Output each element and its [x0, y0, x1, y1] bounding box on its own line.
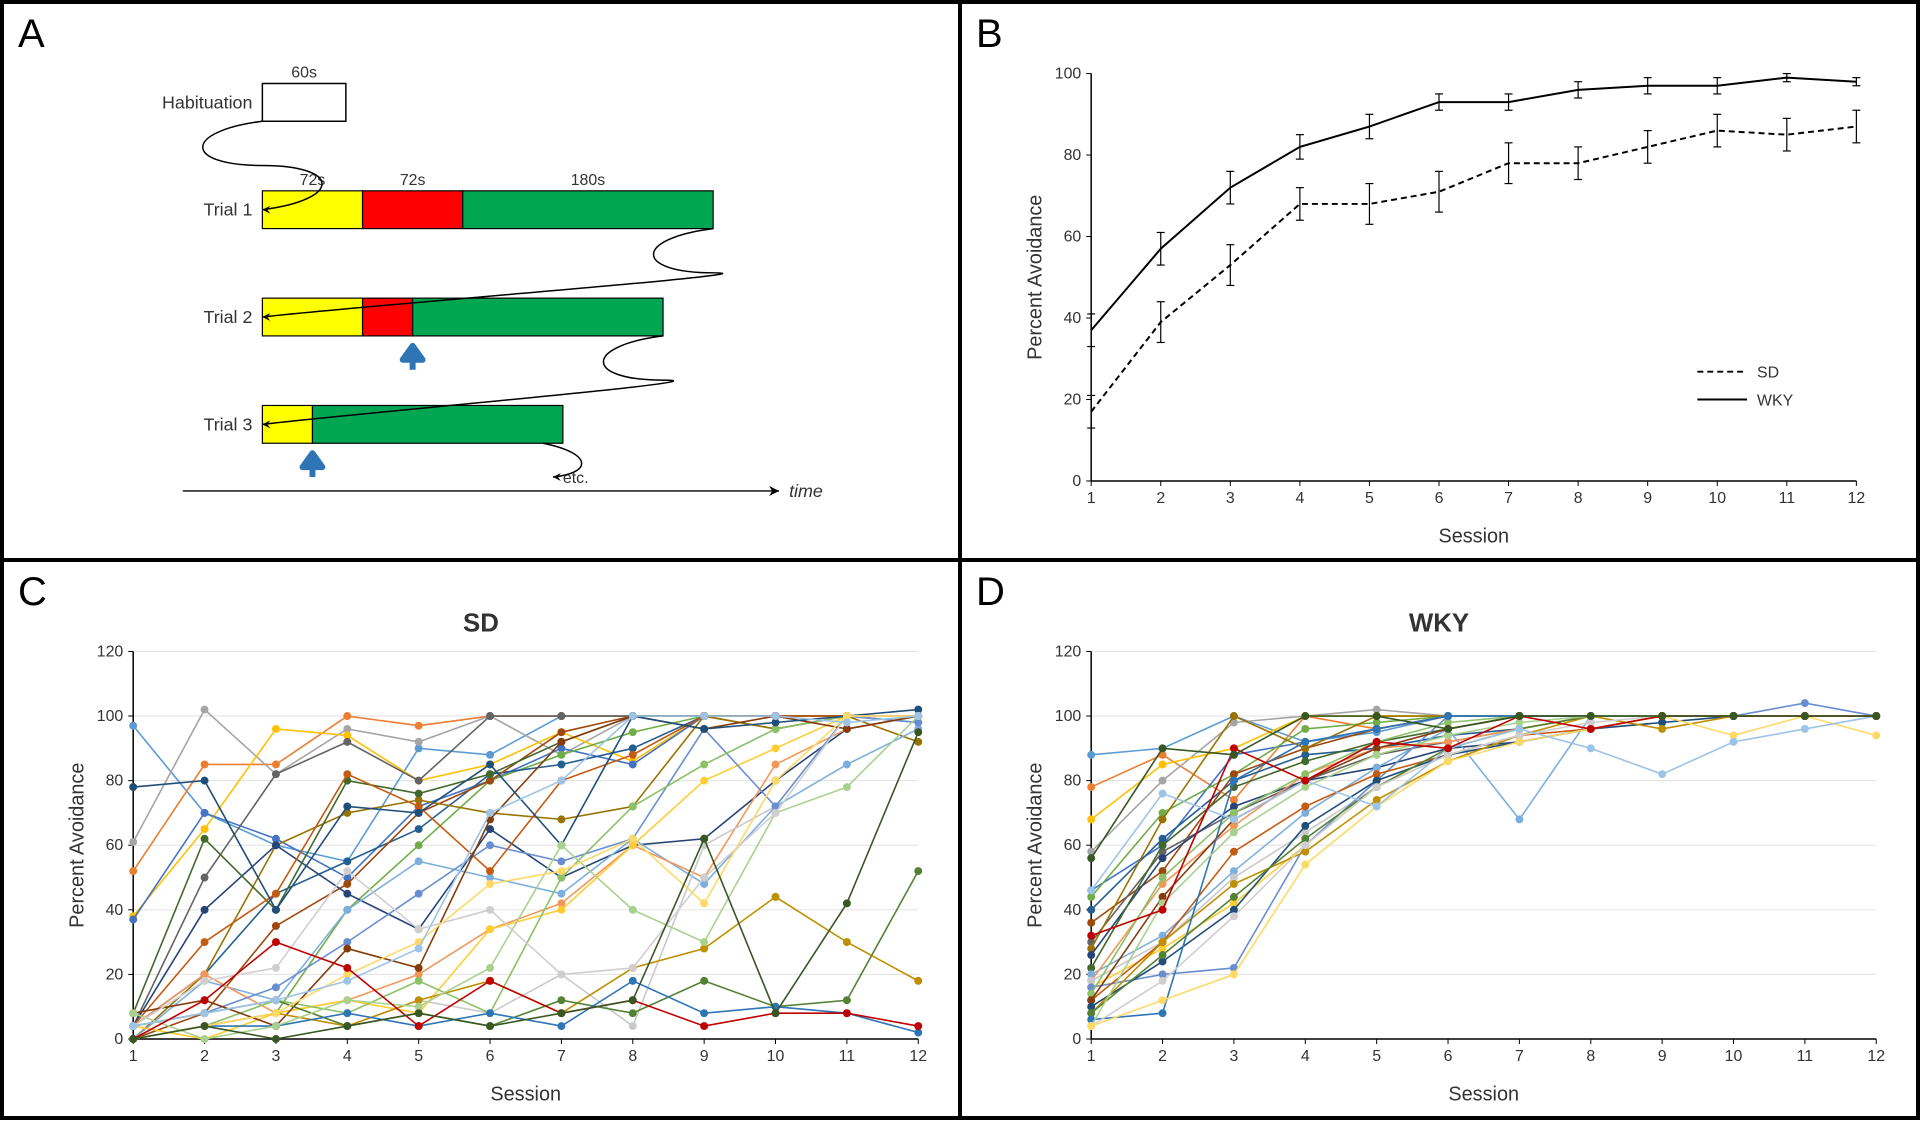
svg-text:4: 4 — [1301, 1048, 1310, 1065]
svg-text:12: 12 — [1848, 490, 1866, 507]
svg-text:Percent Avoidance: Percent Avoidance — [1025, 763, 1047, 928]
svg-text:Percent Avoidance: Percent Avoidance — [1025, 195, 1047, 360]
panel-a-diagram: Habituation60sTrial 172s72s180sTrial 2Tr… — [4, 4, 958, 561]
svg-text:2: 2 — [200, 1048, 209, 1065]
svg-text:time: time — [789, 481, 823, 501]
svg-text:SD: SD — [1757, 365, 1779, 382]
svg-text:11: 11 — [839, 1048, 856, 1065]
svg-text:Trial 3: Trial 3 — [203, 414, 252, 434]
svg-text:11: 11 — [1797, 1048, 1814, 1065]
svg-text:9: 9 — [700, 1048, 709, 1065]
svg-text:etc.: etc. — [563, 470, 589, 487]
svg-text:8: 8 — [1586, 1048, 1595, 1065]
svg-text:4: 4 — [1295, 490, 1304, 507]
svg-text:10: 10 — [1708, 490, 1726, 507]
svg-text:8: 8 — [1574, 490, 1583, 507]
svg-text:Session: Session — [1438, 526, 1509, 548]
svg-text:7: 7 — [1515, 1048, 1524, 1065]
svg-text:100: 100 — [1055, 708, 1082, 725]
svg-text:60: 60 — [106, 837, 124, 854]
svg-text:WKY: WKY — [1757, 392, 1794, 409]
svg-text:40: 40 — [1064, 310, 1082, 327]
svg-text:5: 5 — [1365, 490, 1374, 507]
panel-b: B 020406080100123456789101112SessionPerc… — [960, 2, 1918, 560]
svg-text:3: 3 — [272, 1048, 281, 1065]
svg-text:12: 12 — [909, 1048, 927, 1065]
svg-text:10: 10 — [1725, 1048, 1743, 1065]
svg-text:6: 6 — [486, 1048, 495, 1065]
svg-text:80: 80 — [106, 773, 124, 790]
svg-text:120: 120 — [97, 643, 124, 660]
panel-c-chart: SD020406080100120123456789101112SessionP… — [4, 562, 958, 1119]
svg-text:WKY: WKY — [1409, 610, 1469, 638]
svg-text:80: 80 — [1064, 147, 1082, 164]
svg-text:60s: 60s — [291, 65, 317, 82]
svg-text:Trial 1: Trial 1 — [203, 200, 252, 220]
svg-text:20: 20 — [1064, 391, 1082, 408]
svg-text:5: 5 — [1372, 1048, 1381, 1065]
svg-text:5: 5 — [414, 1048, 423, 1065]
svg-text:180s: 180s — [571, 172, 606, 189]
panel-b-chart: 020406080100123456789101112SessionPercen… — [962, 4, 1916, 561]
svg-text:72s: 72s — [400, 172, 426, 189]
svg-text:Session: Session — [490, 1084, 561, 1106]
svg-text:1: 1 — [1087, 490, 1096, 507]
svg-text:60: 60 — [1064, 229, 1082, 246]
svg-text:10: 10 — [767, 1048, 785, 1065]
svg-text:0: 0 — [1072, 473, 1081, 490]
svg-text:4: 4 — [343, 1048, 352, 1065]
svg-text:7: 7 — [1504, 490, 1513, 507]
svg-text:2: 2 — [1156, 490, 1165, 507]
svg-text:8: 8 — [628, 1048, 637, 1065]
panel-d-chart: WKY020406080100120123456789101112Session… — [962, 562, 1916, 1119]
svg-text:1: 1 — [1087, 1048, 1096, 1065]
svg-text:9: 9 — [1643, 490, 1652, 507]
svg-text:Trial 2: Trial 2 — [203, 307, 252, 327]
svg-text:Habituation: Habituation — [162, 92, 252, 112]
svg-text:Percent Avoidance: Percent Avoidance — [67, 763, 89, 928]
svg-text:0: 0 — [114, 1031, 123, 1048]
svg-text:SD: SD — [463, 610, 499, 638]
svg-text:40: 40 — [1064, 902, 1082, 919]
svg-text:0: 0 — [1072, 1031, 1081, 1048]
svg-text:11: 11 — [1779, 490, 1796, 507]
svg-text:12: 12 — [1867, 1048, 1885, 1065]
svg-text:3: 3 — [1226, 490, 1235, 507]
svg-text:40: 40 — [106, 902, 124, 919]
svg-text:6: 6 — [1435, 490, 1444, 507]
svg-text:Session: Session — [1448, 1084, 1519, 1106]
panel-d: D WKY020406080100120123456789101112Sessi… — [960, 560, 1918, 1118]
figure-grid: A Habituation60sTrial 172s72s180sTrial 2… — [0, 0, 1920, 1120]
svg-text:6: 6 — [1444, 1048, 1453, 1065]
svg-text:60: 60 — [1064, 837, 1082, 854]
svg-text:20: 20 — [106, 966, 124, 983]
svg-text:100: 100 — [97, 708, 124, 725]
svg-text:100: 100 — [1055, 66, 1082, 83]
svg-text:1: 1 — [129, 1048, 138, 1065]
svg-text:80: 80 — [1064, 773, 1082, 790]
svg-text:120: 120 — [1055, 643, 1082, 660]
svg-text:7: 7 — [557, 1048, 566, 1065]
svg-text:9: 9 — [1658, 1048, 1667, 1065]
svg-text:3: 3 — [1230, 1048, 1239, 1065]
panel-a: A Habituation60sTrial 172s72s180sTrial 2… — [2, 2, 960, 560]
panel-c: C SD020406080100120123456789101112Sessio… — [2, 560, 960, 1118]
svg-text:20: 20 — [1064, 966, 1082, 983]
svg-text:2: 2 — [1158, 1048, 1167, 1065]
